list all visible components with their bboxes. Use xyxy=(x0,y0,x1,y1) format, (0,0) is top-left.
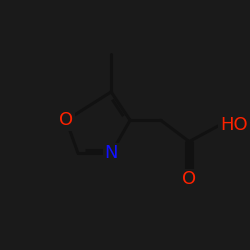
Text: O: O xyxy=(59,111,73,129)
Text: O: O xyxy=(182,170,196,188)
Text: HO: HO xyxy=(220,116,248,134)
Text: N: N xyxy=(104,144,118,162)
